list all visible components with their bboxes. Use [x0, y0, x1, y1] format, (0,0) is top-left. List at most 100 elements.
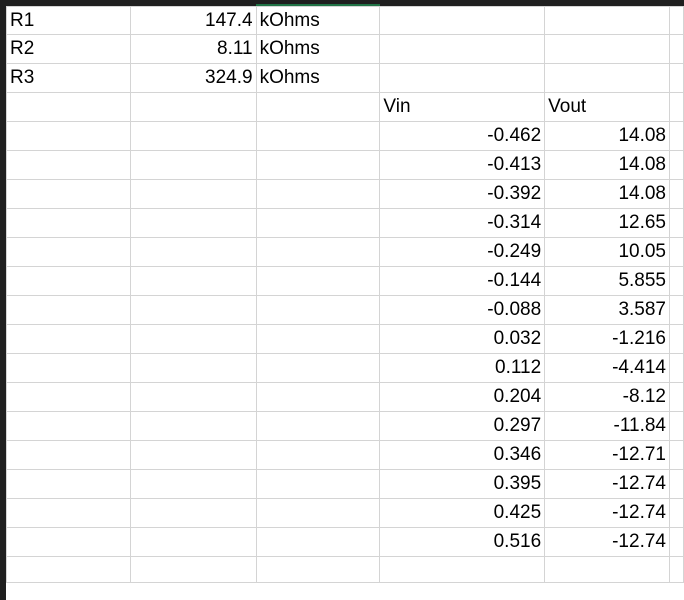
empty-cell[interactable] [379, 34, 546, 64]
vout-cell[interactable]: -8.12 [544, 382, 670, 412]
vout-cell[interactable]: 10.05 [544, 237, 670, 267]
empty-cell[interactable] [129, 469, 257, 499]
empty-cell[interactable] [668, 6, 684, 35]
empty-cell[interactable] [129, 382, 257, 412]
empty-cell[interactable] [255, 353, 381, 383]
empty-cell[interactable] [379, 6, 546, 35]
vout-cell[interactable]: 3.587 [544, 295, 670, 325]
empty-cell[interactable] [668, 411, 684, 441]
empty-cell[interactable] [129, 121, 257, 151]
vout-cell[interactable]: -12.74 [544, 498, 670, 528]
empty-cell[interactable] [129, 411, 257, 441]
vout-cell[interactable]: -12.74 [544, 527, 670, 557]
empty-cell[interactable] [668, 498, 684, 528]
param-unit-cell[interactable]: kOhms [255, 34, 381, 64]
empty-cell[interactable] [544, 556, 670, 583]
vout-cell[interactable]: 5.855 [544, 266, 670, 296]
empty-cell[interactable] [668, 150, 684, 180]
empty-cell[interactable] [668, 208, 684, 238]
empty-cell[interactable] [255, 469, 381, 499]
empty-cell[interactable] [255, 527, 381, 557]
param-name-cell[interactable]: R3 [6, 63, 131, 93]
empty-cell[interactable] [6, 324, 131, 354]
vout-cell[interactable]: -11.84 [544, 411, 670, 441]
vin-cell[interactable]: 0.204 [379, 382, 546, 412]
empty-cell[interactable] [668, 469, 684, 499]
vin-cell[interactable]: 0.516 [379, 527, 546, 557]
vout-cell[interactable]: 14.08 [544, 150, 670, 180]
empty-cell[interactable] [6, 469, 131, 499]
param-name-cell[interactable]: R2 [6, 34, 131, 64]
param-value-cell[interactable]: 147.4 [129, 6, 257, 35]
empty-cell[interactable] [129, 498, 257, 528]
empty-cell[interactable] [668, 440, 684, 470]
empty-cell[interactable] [6, 150, 131, 180]
empty-cell[interactable] [6, 295, 131, 325]
vout-header-cell[interactable]: Vout [544, 92, 670, 122]
empty-cell[interactable] [6, 237, 131, 267]
vout-cell[interactable]: -12.74 [544, 469, 670, 499]
vout-cell[interactable]: -4.414 [544, 353, 670, 383]
empty-cell[interactable] [668, 295, 684, 325]
empty-cell[interactable] [668, 179, 684, 209]
param-name-cell[interactable]: R1 [6, 6, 131, 35]
empty-cell[interactable] [668, 324, 684, 354]
empty-cell[interactable] [255, 179, 381, 209]
empty-cell[interactable] [379, 63, 546, 93]
empty-cell[interactable] [6, 179, 131, 209]
param-unit-cell[interactable]: kOhms [255, 6, 381, 35]
empty-cell[interactable] [668, 353, 684, 383]
empty-cell[interactable] [255, 208, 381, 238]
empty-cell[interactable] [129, 295, 257, 325]
empty-cell[interactable] [6, 92, 131, 122]
vin-cell[interactable]: -0.392 [379, 179, 546, 209]
empty-cell[interactable] [255, 440, 381, 470]
empty-cell[interactable] [255, 266, 381, 296]
empty-cell[interactable] [668, 34, 684, 64]
empty-cell[interactable] [129, 353, 257, 383]
empty-cell[interactable] [544, 34, 670, 64]
vin-cell[interactable]: -0.462 [379, 121, 546, 151]
empty-cell[interactable] [6, 266, 131, 296]
empty-cell[interactable] [255, 324, 381, 354]
empty-cell[interactable] [668, 527, 684, 557]
empty-cell[interactable] [6, 208, 131, 238]
vin-cell[interactable]: -0.314 [379, 208, 546, 238]
empty-cell[interactable] [255, 150, 381, 180]
empty-cell[interactable] [6, 411, 131, 441]
empty-cell[interactable] [129, 266, 257, 296]
vout-cell[interactable]: -12.71 [544, 440, 670, 470]
vin-cell[interactable]: -0.413 [379, 150, 546, 180]
empty-cell[interactable] [668, 121, 684, 151]
empty-cell[interactable] [255, 411, 381, 441]
empty-cell[interactable] [129, 208, 257, 238]
empty-cell[interactable] [129, 556, 257, 583]
empty-cell[interactable] [544, 6, 670, 35]
empty-cell[interactable] [6, 498, 131, 528]
empty-cell[interactable] [6, 121, 131, 151]
empty-cell[interactable] [129, 150, 257, 180]
param-unit-cell[interactable]: kOhms [255, 63, 381, 93]
empty-cell[interactable] [668, 237, 684, 267]
empty-cell[interactable] [668, 92, 684, 122]
param-value-cell[interactable]: 324.9 [129, 63, 257, 93]
empty-cell[interactable] [129, 92, 257, 122]
vout-cell[interactable]: 12.65 [544, 208, 670, 238]
vin-cell[interactable]: 0.112 [379, 353, 546, 383]
empty-cell[interactable] [129, 324, 257, 354]
empty-cell[interactable] [255, 556, 381, 583]
empty-cell[interactable] [129, 527, 257, 557]
empty-cell[interactable] [255, 382, 381, 412]
vout-cell[interactable]: -1.216 [544, 324, 670, 354]
vout-cell[interactable]: 14.08 [544, 179, 670, 209]
vin-cell[interactable]: 0.297 [379, 411, 546, 441]
vin-cell[interactable]: 0.346 [379, 440, 546, 470]
empty-cell[interactable] [6, 382, 131, 412]
empty-cell[interactable] [129, 440, 257, 470]
empty-cell[interactable] [255, 498, 381, 528]
empty-cell[interactable] [379, 556, 546, 583]
empty-cell[interactable] [255, 92, 381, 122]
vout-cell[interactable]: 14.08 [544, 121, 670, 151]
empty-cell[interactable] [668, 556, 684, 583]
vin-cell[interactable]: -0.088 [379, 295, 546, 325]
